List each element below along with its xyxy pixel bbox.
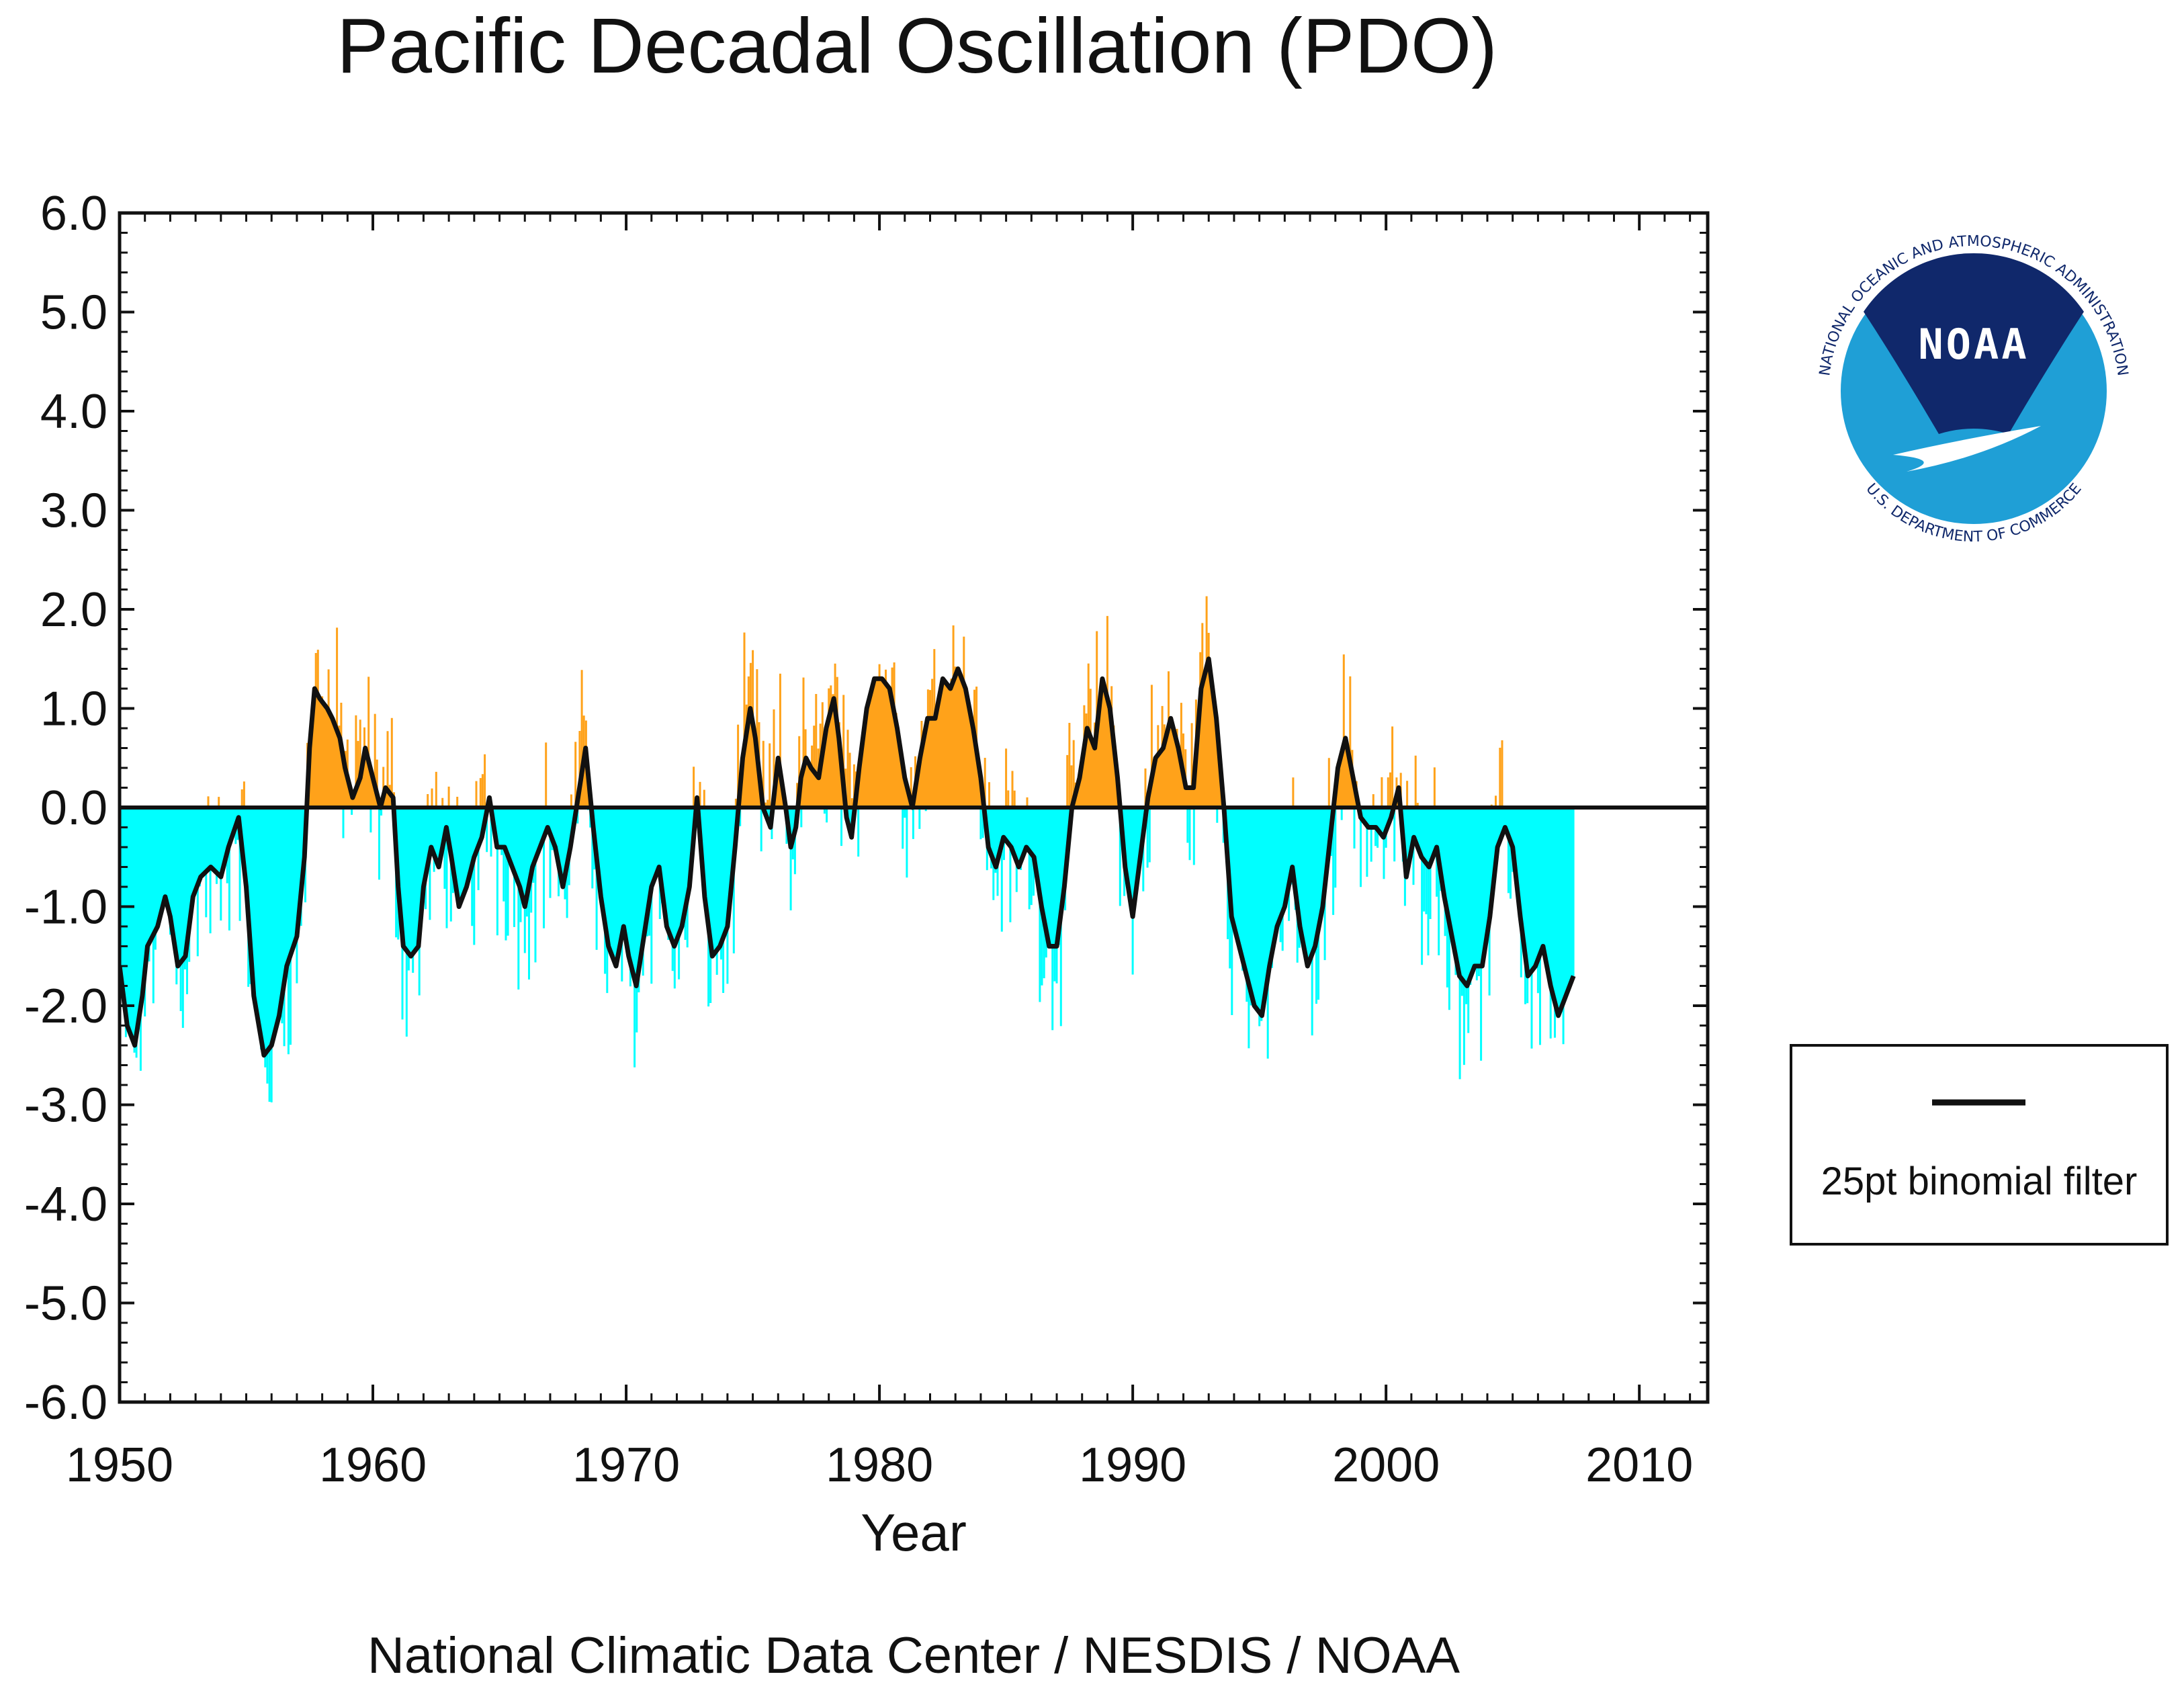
monthly-anomaly-bars: [120, 596, 1574, 1102]
legend-box: [1790, 1044, 2169, 1246]
legend: 25pt binomial filter: [1790, 1044, 2169, 1246]
negative-fill: [120, 808, 1575, 1055]
x-tick-label: 1990: [1079, 1438, 1186, 1492]
positive-monthly-bars: [207, 596, 1503, 808]
y-tick-label: -6.0: [24, 1376, 107, 1430]
x-tick-label: 2000: [1332, 1438, 1440, 1492]
y-tick-label: -4.0: [24, 1178, 107, 1231]
x-tick-label: 2010: [1585, 1438, 1693, 1492]
y-tick-label: 1.0: [40, 683, 107, 736]
y-tick-label: -1.0: [24, 881, 107, 934]
y-tick-label: 2.0: [40, 583, 107, 637]
noaa-logo: NOAA NATIONAL OCEANIC AND ATMOSPHERIC AD…: [1817, 233, 2131, 547]
x-tick-label: 1970: [572, 1438, 680, 1492]
x-axis: 1950 1960 1970 1980 1990 2000 2010: [66, 213, 1693, 1492]
chart-title: Pacific Decadal Oscillation (PDO): [337, 2, 1497, 89]
y-tick-label: 0.0: [40, 781, 107, 835]
minor-ticks: [120, 213, 1708, 1402]
y-tick-label: 5.0: [40, 286, 107, 340]
y-tick-label: 3.0: [40, 484, 107, 538]
x-tick-label: 1950: [66, 1438, 173, 1492]
anomaly-fill: [120, 658, 1575, 1055]
legend-label: 25pt binomial filter: [1821, 1160, 2138, 1203]
y-tick-label: -5.0: [24, 1277, 107, 1331]
y-axis: 6.0 5.0 4.0 3.0 2.0 1.0 0.0 -1.0 -2.0 -3.0 -4.0 -5.…: [24, 187, 1708, 1430]
x-axis-title: Year: [861, 1503, 967, 1562]
y-tick-label: -2.0: [24, 980, 107, 1033]
y-tick-label: -3.0: [24, 1079, 107, 1133]
x-tick-label: 1980: [826, 1438, 933, 1492]
binomial-filter-line: [120, 656, 1576, 1058]
credit-text: National Climatic Data Center / NESDIS /…: [367, 1627, 1460, 1684]
x-tick-label: 1960: [319, 1438, 427, 1492]
y-tick-label: 6.0: [40, 187, 107, 241]
noaa-logo-text: NOAA: [1918, 320, 2029, 369]
y-tick-label: 4.0: [40, 385, 107, 439]
negative-monthly-bars: [120, 808, 1574, 1102]
